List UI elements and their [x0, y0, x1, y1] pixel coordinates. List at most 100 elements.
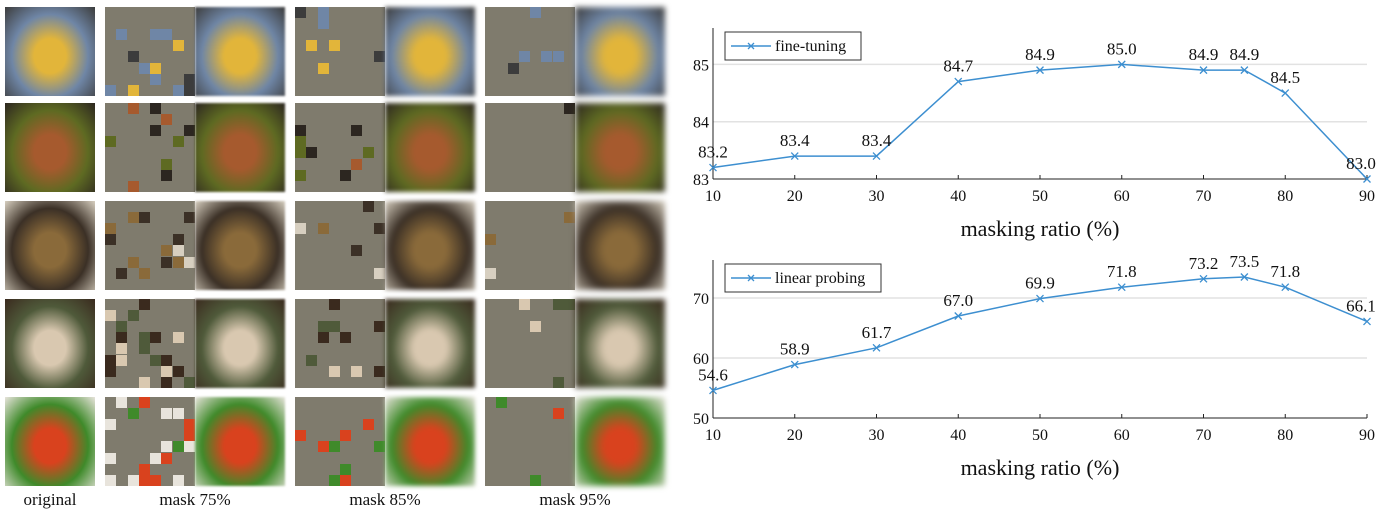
- visible-patch: [328, 40, 340, 52]
- visible-patch: [172, 332, 184, 344]
- legend-label: fine-tuning: [775, 38, 846, 55]
- column-label-mask-75: mask 75%: [159, 490, 231, 509]
- visible-patch: [138, 397, 150, 408]
- visible-patch: [116, 321, 128, 333]
- visible-patch: [317, 332, 329, 344]
- x-tick-label: 40: [950, 427, 966, 444]
- visible-patch: [161, 245, 173, 257]
- reconstruction-image-vegetables: [385, 397, 475, 486]
- y-tick-label: 85: [693, 57, 709, 74]
- data-point-marker: [1363, 317, 1371, 326]
- visible-patch: [317, 223, 329, 235]
- visible-patch: [150, 332, 161, 344]
- reconstruction-image-bus: [575, 7, 665, 96]
- visible-patch: [183, 430, 195, 442]
- visible-patch: [105, 310, 116, 322]
- series-line: [712, 63, 1368, 180]
- visible-patch: [340, 430, 351, 442]
- visible-patch: [183, 212, 195, 224]
- visible-patch: [138, 343, 150, 355]
- visible-patch: [328, 299, 340, 310]
- visible-patch: [127, 408, 139, 420]
- visible-patch: [127, 212, 139, 224]
- visible-patch: [306, 147, 318, 159]
- visible-patch: [295, 169, 306, 181]
- data-point-marker: [1281, 89, 1290, 97]
- visible-patch: [183, 376, 195, 388]
- visible-patch: [183, 256, 195, 268]
- reconstruction-image-vegetables: [575, 397, 665, 486]
- visible-patch: [340, 463, 351, 475]
- x-tick-label: 80: [1277, 427, 1293, 444]
- reconstruction-image-vegetables: [195, 397, 285, 486]
- data-label: 58.9: [780, 340, 810, 359]
- visible-patch: [351, 125, 363, 137]
- y-tick-label: 83: [693, 172, 709, 189]
- visible-patch: [150, 29, 161, 41]
- visible-patch: [317, 7, 329, 18]
- visible-patch: [138, 474, 150, 486]
- visible-patch: [105, 452, 116, 464]
- visible-patch: [351, 158, 363, 170]
- original-image-zebras: [5, 201, 95, 290]
- data-point-marker: [790, 360, 799, 369]
- visible-patch: [317, 321, 329, 333]
- masked-image-vase: [295, 103, 385, 192]
- visible-patch: [138, 267, 150, 279]
- visible-patch: [530, 321, 541, 333]
- visible-patch: [172, 40, 184, 52]
- visible-patch: [127, 180, 139, 192]
- visible-patch: [340, 169, 351, 181]
- visible-patch: [183, 73, 195, 85]
- masked-image-mushrooms: [295, 299, 385, 388]
- visible-patch: [150, 125, 161, 137]
- data-point-marker: [954, 77, 963, 86]
- masked-image-zebras: [295, 201, 385, 290]
- masked-image-vase: [485, 103, 575, 192]
- visible-patch: [127, 310, 139, 322]
- visible-patch: [138, 212, 150, 224]
- visible-patch: [161, 256, 173, 268]
- visible-patch: [116, 397, 128, 408]
- masked-image-bus: [105, 7, 195, 96]
- x-tick-label: 70: [1196, 188, 1212, 205]
- reconstruction-image-mushrooms: [575, 299, 665, 388]
- data-label: 83.0: [1346, 154, 1376, 173]
- x-axis-label: masking ratio (%): [961, 455, 1120, 480]
- visible-patch: [373, 441, 385, 453]
- data-point-marker: [872, 343, 881, 352]
- visible-patch: [172, 84, 184, 96]
- visible-patch: [306, 40, 318, 52]
- data-point-marker: [790, 152, 799, 161]
- data-point-marker: [1240, 66, 1249, 75]
- visible-patch: [105, 474, 116, 486]
- x-tick-label: 10: [705, 427, 721, 444]
- data-label: 84.9: [1230, 45, 1260, 64]
- reconstruction-image-vase: [385, 103, 475, 192]
- reconstruction-image-zebras: [385, 201, 475, 290]
- original-image-bus: [5, 7, 95, 96]
- visible-patch: [127, 103, 139, 114]
- masked-image-mushrooms: [485, 299, 575, 388]
- x-tick-label: 20: [787, 188, 803, 205]
- visible-patch: [373, 223, 385, 235]
- visible-patch: [172, 441, 184, 453]
- visible-patch: [161, 441, 173, 453]
- visible-patch: [552, 376, 564, 388]
- y-tick-label: 70: [693, 291, 709, 308]
- data-label: 71.8: [1107, 262, 1137, 281]
- data-point-marker: [1199, 66, 1208, 75]
- reconstruction-image-mushrooms: [385, 299, 475, 388]
- visible-patch: [105, 419, 116, 431]
- data-label: 73.5: [1230, 252, 1260, 271]
- visible-patch: [563, 103, 575, 114]
- visible-patch: [317, 18, 329, 30]
- masked-image-mushrooms: [105, 299, 195, 388]
- visible-patch: [105, 223, 116, 235]
- visible-patch: [328, 321, 340, 333]
- visible-patch: [373, 321, 385, 333]
- data-label: 66.1: [1346, 296, 1376, 315]
- data-point-marker: [1117, 283, 1126, 292]
- visible-patch: [373, 365, 385, 377]
- visible-patch: [340, 474, 351, 486]
